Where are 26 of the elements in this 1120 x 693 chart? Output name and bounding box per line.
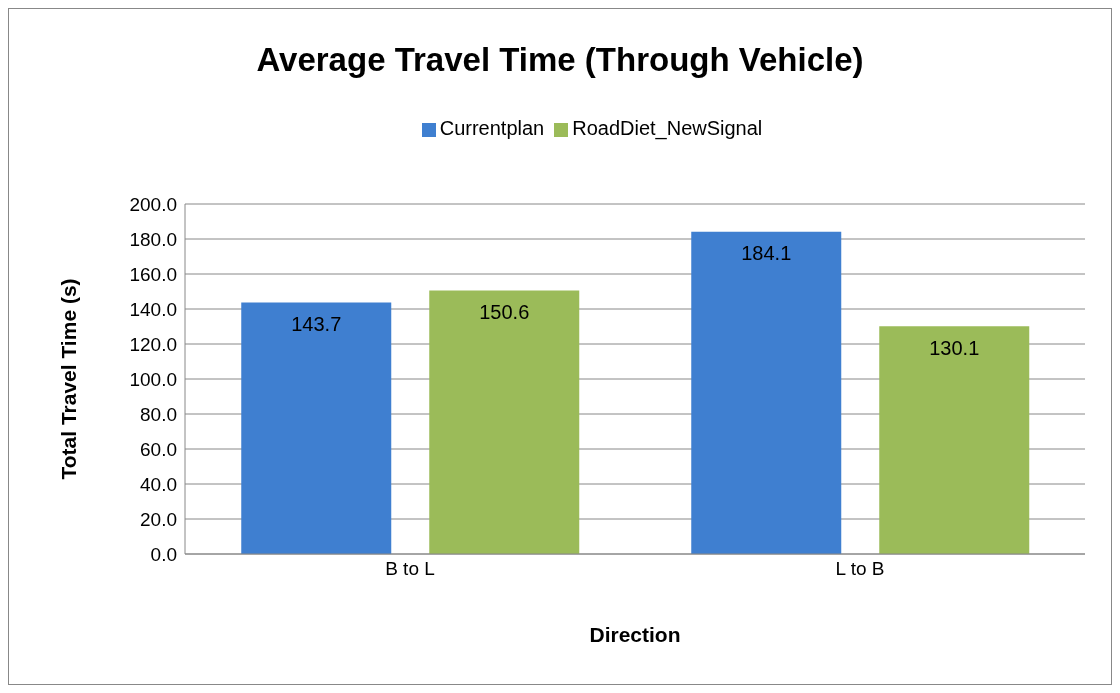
y-tick-label: 20.0	[140, 508, 177, 530]
y-tick-label: 200.0	[129, 193, 177, 215]
y-tick-label: 160.0	[129, 263, 177, 285]
data-label: 143.7	[291, 312, 342, 335]
y-tick-label: 60.0	[140, 438, 177, 460]
bar	[429, 290, 580, 554]
y-tick-label: 120.0	[129, 333, 177, 355]
y-tick-label: 80.0	[140, 403, 177, 425]
y-tick-label: 100.0	[129, 368, 177, 390]
y-tick-label: 140.0	[129, 298, 177, 320]
bar	[241, 302, 392, 554]
data-label: 130.1	[929, 336, 980, 359]
x-tick-label: L to B	[835, 558, 885, 580]
data-label: 150.6	[479, 300, 530, 323]
bar	[691, 231, 842, 554]
y-axis-title: Total Travel Time (s)	[57, 278, 81, 480]
data-label: 184.1	[741, 242, 792, 265]
x-axis-title: Direction	[589, 623, 681, 646]
y-tick-label: 40.0	[140, 473, 177, 495]
legend-label: Currentplan	[439, 117, 545, 139]
bar	[879, 326, 1030, 554]
y-tick-label: 180.0	[129, 228, 177, 250]
chart-title: Average Travel Time (Through Vehicle)	[255, 41, 865, 79]
y-tick-label: 0.0	[150, 543, 177, 565]
x-tick-label: B to L	[385, 558, 435, 580]
legend-label: RoadDiet_NewSignal	[572, 117, 763, 139]
